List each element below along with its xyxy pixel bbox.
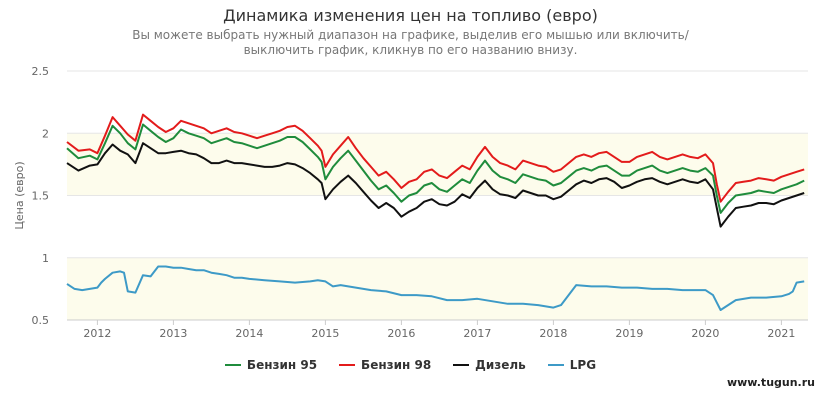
y-tick-label: 2: [42, 127, 49, 140]
x-tick-label: 2012: [83, 327, 111, 340]
series-line-4[interactable]: [66, 265, 805, 311]
legend-label: Бензин 95: [246, 358, 318, 372]
legend-item-4[interactable]: LPG: [547, 358, 597, 372]
x-tick-label: 2019: [615, 327, 643, 340]
y-tick-label: 1.5: [32, 190, 50, 203]
y-tick-label: 2.5: [32, 65, 50, 78]
y-axis-label: Цена (евро): [13, 161, 26, 229]
legend-swatch: [339, 364, 356, 366]
legend-item-3[interactable]: Дизель: [453, 358, 526, 372]
x-tick-label: 2015: [311, 327, 339, 340]
legend-item-2[interactable]: Бензин 98: [339, 358, 431, 372]
x-tick-label: 2021: [767, 327, 795, 340]
y-tick-label: 0.5: [32, 314, 50, 327]
series-line-1[interactable]: [66, 123, 805, 214]
legend-label: Дизель: [475, 358, 526, 372]
legend-swatch: [224, 364, 241, 366]
y-tick-label: 1: [42, 252, 49, 265]
chart-title: Динамика изменения цен на топливо (евро): [223, 6, 598, 25]
legend-label: Бензин 98: [361, 358, 432, 372]
x-tick-label: 2013: [159, 327, 187, 340]
plot-band: [67, 257, 808, 320]
site-watermark: www.tugun.ru: [726, 376, 815, 389]
legend-item-1[interactable]: Бензин 95: [224, 358, 318, 372]
chart-legend: Бензин 95 Бензин 98 Дизель LPG: [0, 358, 821, 372]
series-line-3[interactable]: [66, 142, 805, 228]
x-tick-label: 2018: [539, 327, 567, 340]
legend-swatch: [547, 364, 564, 366]
x-tick-label: 2014: [235, 327, 263, 340]
x-tick-label: 2016: [387, 327, 415, 340]
series-line-2[interactable]: [66, 113, 805, 203]
x-tick-label: 2020: [691, 327, 719, 340]
legend-label: LPG: [569, 358, 597, 372]
x-tick-label: 2017: [463, 327, 491, 340]
plot-band: [67, 133, 808, 196]
chart-subtitle: Вы можете выбрать нужный диапазон на гра…: [132, 28, 689, 57]
legend-swatch: [453, 364, 470, 366]
